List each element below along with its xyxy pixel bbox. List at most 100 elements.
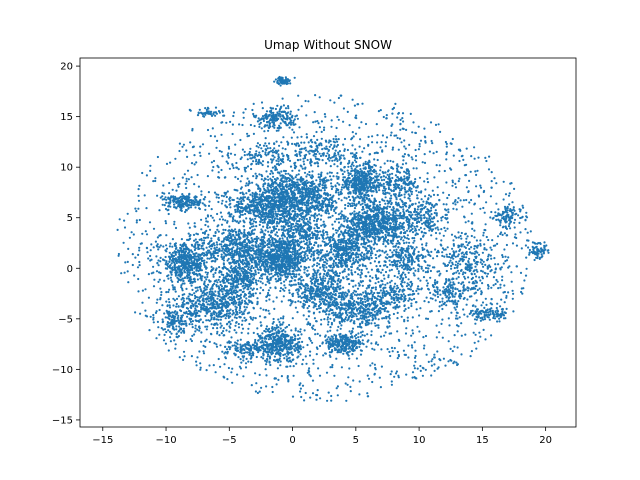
data-point — [208, 245, 211, 248]
data-point — [210, 299, 213, 302]
data-point — [359, 301, 362, 304]
data-point — [257, 271, 260, 274]
data-point — [266, 335, 269, 338]
data-point — [165, 247, 169, 250]
data-point — [349, 336, 352, 339]
data-point — [204, 223, 207, 227]
data-point — [181, 277, 184, 280]
data-point — [210, 316, 213, 319]
data-point — [285, 348, 288, 351]
data-point — [405, 229, 409, 232]
data-point — [211, 243, 214, 246]
data-point — [216, 332, 219, 335]
data-point — [284, 353, 287, 356]
data-point — [193, 267, 196, 270]
data-point — [290, 187, 293, 190]
data-point — [182, 248, 185, 251]
data-point — [253, 250, 256, 253]
data-point — [243, 228, 246, 232]
data-point — [342, 349, 346, 352]
data-point — [351, 353, 354, 356]
data-point — [351, 202, 354, 205]
data-point — [356, 187, 359, 190]
data-point — [329, 326, 332, 329]
data-point — [402, 228, 405, 231]
data-point — [380, 179, 383, 182]
data-point — [281, 332, 284, 335]
data-point — [216, 258, 219, 261]
data-point — [358, 172, 361, 175]
data-point — [173, 263, 177, 266]
data-point — [156, 262, 159, 265]
data-point — [193, 297, 197, 300]
data-point — [346, 308, 349, 311]
data-point — [259, 269, 262, 272]
data-point — [254, 317, 257, 320]
data-point — [354, 196, 357, 199]
data-point — [326, 318, 329, 321]
data-point — [383, 334, 386, 337]
data-point — [275, 324, 278, 327]
data-point — [212, 318, 215, 321]
data-point — [222, 327, 225, 330]
data-point — [251, 239, 254, 242]
data-point — [198, 243, 201, 246]
data-point — [352, 186, 355, 189]
data-point — [231, 313, 234, 316]
data-point — [360, 214, 363, 217]
data-point — [214, 294, 217, 297]
data-point — [272, 336, 275, 339]
data-point — [215, 322, 218, 325]
data-point — [291, 347, 294, 350]
data-point — [208, 303, 211, 306]
data-point — [287, 185, 290, 188]
data-point — [287, 248, 290, 251]
data-point — [398, 217, 401, 220]
data-point — [334, 311, 337, 314]
data-point — [388, 211, 391, 214]
data-point — [166, 267, 169, 270]
data-point — [241, 299, 244, 302]
data-point — [348, 343, 351, 346]
data-point — [280, 170, 283, 173]
data-point — [195, 304, 198, 307]
data-point — [341, 224, 345, 227]
data-point — [270, 179, 274, 182]
data-point — [386, 231, 389, 234]
data-point — [381, 224, 384, 227]
data-point — [370, 311, 373, 315]
data-point — [340, 215, 343, 218]
data-point — [266, 227, 269, 230]
data-point — [188, 271, 191, 274]
data-point — [346, 336, 349, 339]
data-point — [343, 320, 346, 323]
data-point — [382, 206, 386, 209]
data-point — [358, 345, 361, 348]
data-point — [354, 192, 357, 195]
data-point — [388, 200, 391, 203]
data-point — [268, 184, 271, 187]
data-point — [267, 256, 270, 259]
data-point — [346, 169, 349, 172]
data-point — [355, 160, 358, 164]
data-point — [340, 188, 343, 191]
data-point — [341, 173, 344, 176]
data-point — [226, 322, 229, 325]
data-point — [238, 238, 241, 241]
data-point — [339, 315, 342, 318]
data-point — [357, 221, 360, 224]
data-point — [297, 334, 300, 337]
data-point — [357, 318, 360, 321]
data-point — [359, 170, 362, 173]
data-point — [218, 243, 221, 246]
data-point — [348, 181, 351, 184]
data-point — [265, 357, 269, 361]
data-point — [272, 241, 275, 244]
data-point — [333, 220, 337, 223]
data-point — [231, 250, 234, 253]
data-point — [358, 211, 361, 214]
data-point — [370, 177, 373, 180]
data-point — [279, 344, 282, 347]
data-point — [347, 204, 350, 208]
data-point — [301, 167, 304, 170]
